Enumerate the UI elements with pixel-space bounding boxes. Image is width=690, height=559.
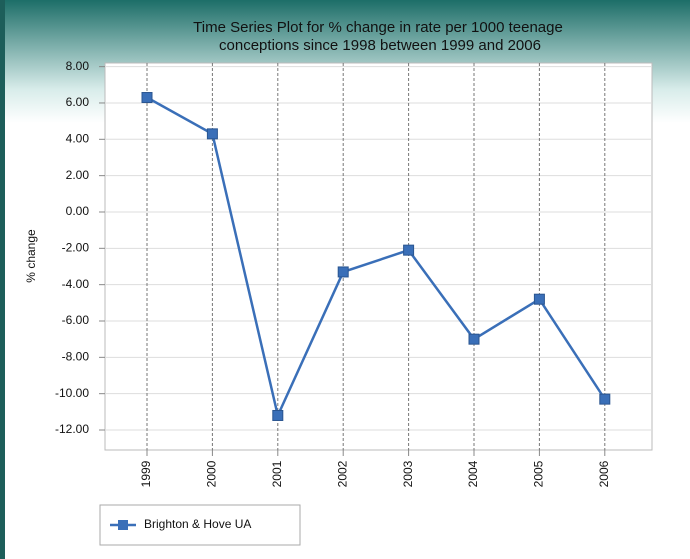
x-tick-label: 2001 (270, 460, 284, 487)
y-tick-label: -4.00 (62, 277, 90, 291)
x-tick-label: 2006 (597, 460, 611, 487)
data-point (272, 409, 284, 421)
legend-label: Brighton & Hove UA (144, 517, 251, 531)
left-border (0, 0, 5, 559)
y-tick-label: 6.00 (66, 95, 90, 109)
y-tick-label: -12.00 (55, 422, 89, 436)
data-point (468, 333, 480, 345)
y-axis-label: % change (24, 229, 38, 283)
legend-marker (118, 520, 128, 530)
y-tick-label: 0.00 (66, 204, 90, 218)
x-tick-label: 2005 (532, 460, 546, 487)
chart-title: conceptions since 1998 between 1999 and … (219, 37, 541, 54)
x-tick-label: 2002 (335, 460, 349, 487)
data-point (141, 92, 153, 104)
data-point (599, 393, 611, 405)
x-tick-label: 2000 (205, 460, 219, 487)
data-point (403, 244, 415, 256)
plot-area (104, 62, 653, 451)
y-tick-label: 4.00 (66, 131, 90, 145)
y-tick-label: -8.00 (62, 350, 90, 364)
data-point (337, 266, 349, 278)
y-tick-label: -6.00 (62, 313, 90, 327)
x-tick-label: 1999 (139, 460, 153, 487)
data-point (533, 293, 545, 305)
chart-title: Time Series Plot for % change in rate pe… (193, 19, 563, 36)
y-tick-label: -2.00 (62, 240, 90, 254)
series-line (146, 96, 606, 420)
y-tick-label: -10.00 (55, 386, 89, 400)
y-tick-label: 8.00 (66, 59, 90, 73)
y-tick-label: 2.00 (66, 168, 90, 182)
data-point (206, 128, 218, 140)
x-tick-label: 2003 (401, 460, 415, 487)
x-tick-label: 2004 (466, 460, 480, 487)
